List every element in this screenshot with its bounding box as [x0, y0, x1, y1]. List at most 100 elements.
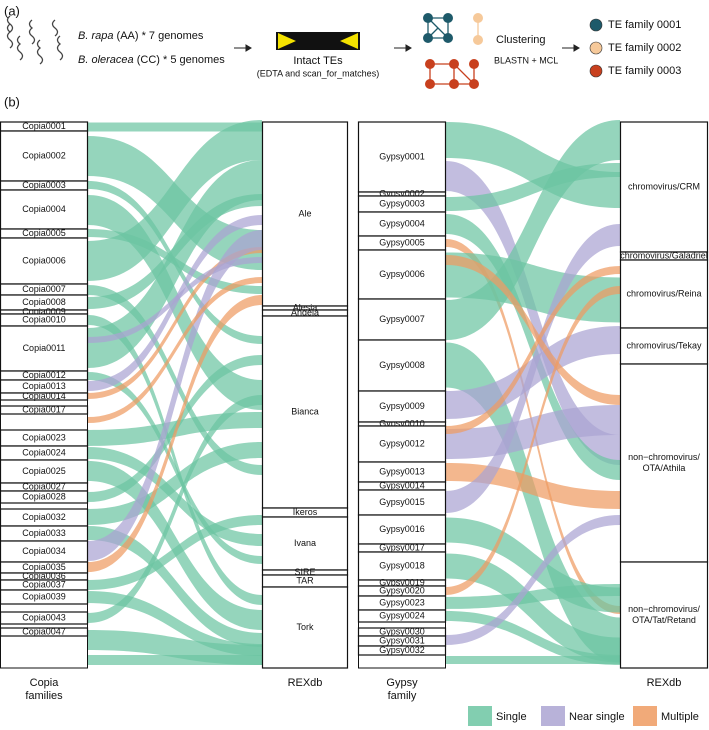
- node-label: Gypsy0008: [379, 360, 425, 370]
- node-label: chromovirus/Galadriel: [620, 250, 708, 260]
- network-nodes: [423, 13, 483, 89]
- node-label: chromovirus/Tekay: [626, 340, 702, 350]
- node-label: Gypsy0003: [379, 198, 425, 208]
- node-label: Ale: [298, 208, 311, 218]
- node-label: Gypsy0018: [379, 560, 425, 570]
- species: B. rapa: [78, 30, 113, 42]
- step-subtitle: (EDTA and scan_for_matches): [257, 68, 379, 78]
- node-label: Ikeros: [293, 507, 318, 517]
- nodes: Copia0001 Copia0002 Copia0003 Copia0004 Copi…: [0, 121, 709, 702]
- node-label: non−chromovirus/: [628, 452, 700, 462]
- node-label: Copia0036: [22, 571, 66, 581]
- node-label: OTA/Athila: [643, 463, 686, 473]
- node: [357, 298, 447, 341]
- flows: [88, 120, 620, 665]
- flow: [446, 584, 620, 609]
- flow: [88, 277, 262, 423]
- flow: [446, 120, 620, 340]
- node-label: Copia0004: [22, 204, 66, 214]
- node-label: Copia0003: [22, 180, 66, 190]
- node: [261, 586, 349, 669]
- genome-label: B. oleracea (CC) * 5 genomes: [78, 54, 225, 66]
- flow: [88, 230, 262, 561]
- genome-detail: (AA) * 7 genomes: [117, 30, 204, 42]
- node-label: Copia0005: [22, 228, 66, 238]
- node-label: Gypsy0030: [379, 626, 425, 636]
- node: [0, 627, 89, 637]
- node: [619, 259, 709, 329]
- node-label: Copia0037: [22, 579, 66, 589]
- node-label: Gypsy0013: [379, 466, 425, 476]
- node-label: Copia0047: [22, 626, 66, 636]
- node-label: Copia0013: [22, 381, 66, 391]
- genome-label: B. rapa (AA) * 7 genomes: [78, 30, 204, 42]
- node: [357, 390, 447, 423]
- node-label: Copia0034: [22, 546, 66, 556]
- node: [619, 121, 709, 253]
- node-label: Copia0033: [22, 528, 66, 538]
- flow: [446, 515, 620, 645]
- flow: [88, 395, 262, 623]
- legend-swatch: [468, 706, 492, 726]
- flow: [446, 656, 620, 664]
- node-label: Copia0027: [22, 481, 66, 491]
- legend-swatch: [633, 706, 657, 726]
- node-label: Copia0008: [22, 297, 66, 307]
- node: [261, 516, 349, 571]
- node: [0, 325, 89, 372]
- node-label: Copia0025: [22, 466, 66, 476]
- network: [427, 17, 479, 85]
- node: [357, 609, 447, 623]
- flow: [446, 405, 620, 459]
- flow: [88, 442, 262, 525]
- node-label: Gypsy0020: [379, 585, 425, 595]
- node-label: Tork: [296, 622, 314, 632]
- flow: [88, 461, 262, 630]
- node: [0, 130, 89, 182]
- node-label: OTA/Tat/Retand: [632, 615, 696, 625]
- node: [0, 189, 89, 230]
- legend-label: Single: [496, 711, 527, 723]
- node-label: Bianca: [291, 406, 319, 416]
- flow: [446, 553, 620, 663]
- flow: [88, 257, 262, 343]
- family-dot: [589, 18, 603, 32]
- node: [0, 611, 89, 625]
- node-label: Copia0009: [22, 306, 66, 316]
- flow: [88, 372, 262, 564]
- axis-label: Copia: [30, 677, 60, 689]
- node-label: non−chromovirus/: [628, 604, 700, 614]
- node-label: Angela: [291, 307, 319, 317]
- node-label: Copia0035: [22, 562, 66, 572]
- flow: [88, 295, 262, 572]
- node-label: chromovirus/Reina: [626, 288, 701, 298]
- species: B. oleracea: [78, 54, 134, 66]
- node-label: Gypsy0010: [379, 418, 425, 428]
- node-label: Copia0001: [22, 121, 66, 131]
- node-label: Copia0014: [22, 391, 66, 401]
- node-label: SIRE: [294, 567, 315, 577]
- node-label: Copia0006: [22, 255, 66, 265]
- node: [357, 211, 447, 237]
- node-label: Copia0023: [22, 432, 66, 442]
- node-label: Gypsy0002: [379, 188, 425, 198]
- arrows: [234, 44, 580, 52]
- panel-label: (a): [4, 3, 20, 18]
- node-label: Copia0007: [22, 284, 66, 294]
- axis-label: REXdb: [288, 677, 323, 689]
- genome-icons: [6, 15, 64, 65]
- axis-label: REXdb: [647, 677, 682, 689]
- node-label: Copia0017: [22, 404, 66, 414]
- node-label: chromovirus/CRM: [628, 181, 700, 191]
- node-label: Copia0002: [22, 150, 66, 160]
- node-label: Copia0012: [22, 370, 66, 380]
- legend-label: Multiple: [661, 711, 699, 723]
- node-label: Gypsy0032: [379, 645, 425, 655]
- node: [357, 514, 447, 545]
- flow: [88, 285, 262, 475]
- node: [0, 392, 89, 401]
- node: [357, 645, 447, 656]
- flow: [446, 161, 620, 465]
- flow: [88, 526, 262, 647]
